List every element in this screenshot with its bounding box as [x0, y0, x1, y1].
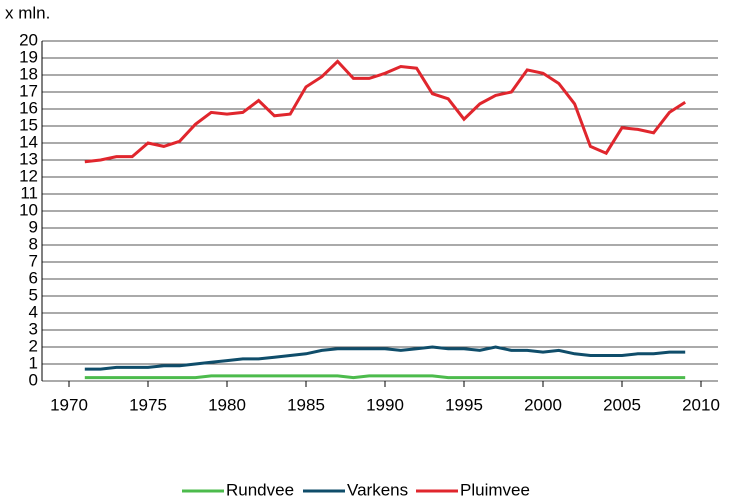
y-tick-label: 7	[29, 251, 38, 270]
y-tick-label: 20	[19, 30, 38, 49]
x-tick-label: 1990	[366, 395, 404, 414]
y-tick-label: 10	[19, 200, 38, 219]
series-line	[84, 345, 686, 371]
x-tick-label: 1970	[50, 395, 88, 414]
x-tick-label: 2000	[524, 395, 562, 414]
y-tick-label: 14	[19, 132, 38, 151]
y-tick-label: 17	[19, 81, 38, 100]
y-tick-label: 6	[29, 268, 38, 287]
series-line	[84, 59, 687, 164]
legend-label: Rundvee	[226, 480, 294, 499]
y-axis-label: x mln.	[5, 3, 50, 22]
x-tick-label: 1985	[287, 395, 325, 414]
y-tick-label: 5	[29, 285, 38, 304]
y-tick-label: 0	[29, 370, 38, 389]
y-tick-label: 4	[29, 302, 38, 321]
x-tick-label: 1975	[129, 395, 167, 414]
x-tick-label: 2005	[603, 395, 641, 414]
y-tick-label: 9	[29, 217, 38, 236]
y-tick-label: 2	[29, 336, 38, 355]
y-tick-label: 11	[20, 183, 38, 202]
y-tick-label: 12	[19, 166, 38, 185]
legend-label: Varkens	[347, 480, 408, 499]
y-tick-label: 18	[19, 64, 38, 83]
series-line	[84, 374, 686, 380]
y-tick-label: 16	[19, 98, 38, 117]
y-tick-label: 15	[19, 115, 38, 134]
y-tick-label: 19	[19, 47, 38, 66]
y-tick-label: 1	[29, 353, 38, 372]
x-tick-label: 2010	[682, 395, 720, 414]
y-tick-label: 13	[19, 149, 38, 168]
x-tick-label: 1995	[445, 395, 483, 414]
legend-label: Pluimvee	[460, 480, 530, 499]
x-tick-label: 1980	[208, 395, 246, 414]
y-tick-label: 3	[29, 319, 38, 338]
y-tick-label: 8	[29, 234, 38, 253]
